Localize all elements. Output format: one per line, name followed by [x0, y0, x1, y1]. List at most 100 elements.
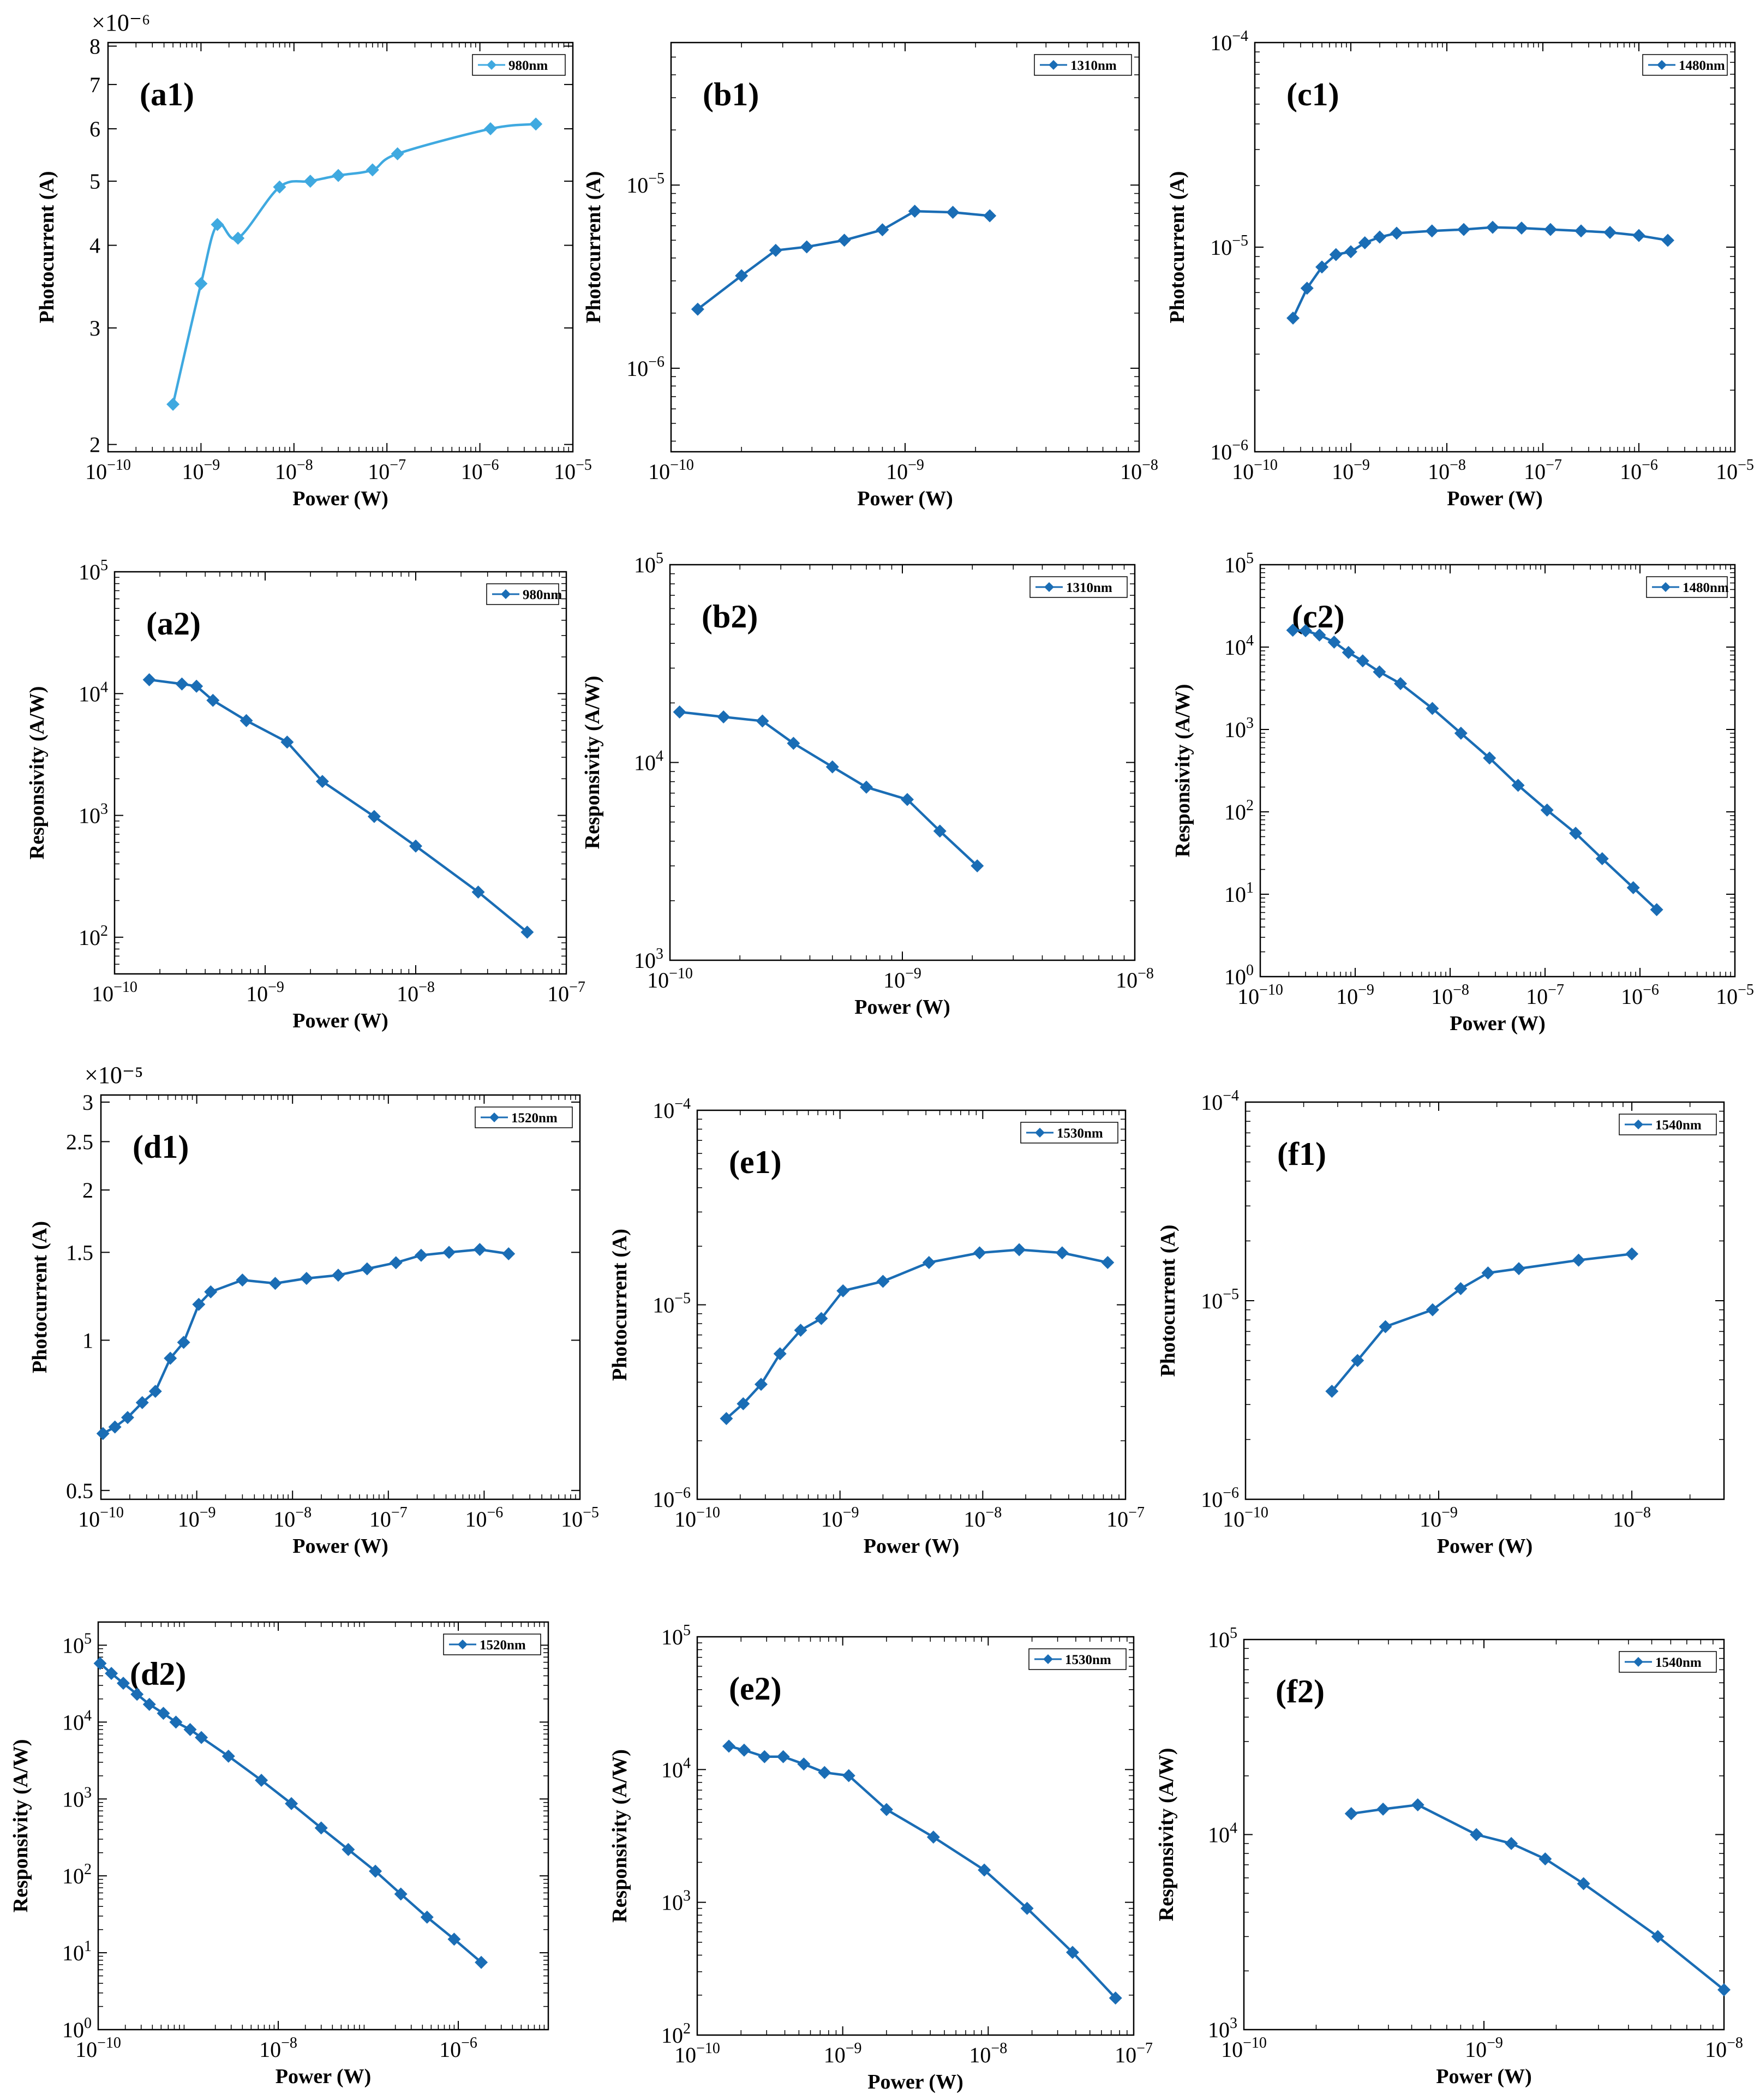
data-point	[222, 1749, 235, 1763]
y-axis-label: Photocurrent (A)	[1157, 1225, 1180, 1377]
y-tick-label: 1	[82, 1328, 93, 1353]
x-tick-label: 10−10	[648, 457, 694, 484]
legend: 1480nm	[1646, 576, 1729, 598]
data-point	[1020, 1901, 1034, 1915]
data-point	[96, 1427, 110, 1440]
data-point	[1351, 1354, 1364, 1367]
y-tick-label: 10−4	[1210, 28, 1248, 55]
data-point	[164, 1351, 177, 1365]
x-tick-label: 10−5	[561, 1504, 599, 1531]
chart-f1: 10−10 10−9 10−8 10−6 10−5 10−4 Power (W) Photoc…	[1157, 1087, 1725, 1558]
data-point	[484, 122, 498, 136]
x-tick-label: 10−10	[647, 965, 693, 992]
y-tick-label: 3	[89, 316, 100, 340]
data-point	[800, 240, 813, 254]
y-tick-label: 105	[1224, 550, 1254, 577]
x-tick-label: 10−9	[824, 2040, 862, 2067]
panel-tag: (a1)	[140, 76, 194, 112]
data-point	[1394, 677, 1408, 690]
legend: 1520nm	[443, 1634, 541, 1655]
data-point	[157, 1707, 170, 1720]
data-point	[1342, 645, 1355, 659]
legend-label: 1480nm	[1683, 581, 1729, 595]
data-point	[978, 1863, 991, 1877]
y-tick-label: 105	[661, 1622, 691, 1649]
data-point	[367, 810, 381, 823]
panel-tag: (e1)	[729, 1144, 782, 1180]
x-tick-label: 10−9	[821, 1504, 859, 1531]
chart-e2: 10−10 10−9 10−8 10−7 102 103 104 105 Power (W) Re…	[608, 1622, 1153, 2093]
legend-label: 1530nm	[1057, 1126, 1103, 1141]
y-tick-label: 2	[89, 433, 100, 457]
data-point	[691, 302, 704, 316]
data-point	[192, 1297, 206, 1311]
y-axis-label: Responsivity (A/W)	[1171, 684, 1194, 858]
data-point	[394, 1887, 408, 1901]
plot-frame	[696, 1109, 1127, 1500]
y-tick-label: 104	[661, 1755, 691, 1782]
legend: 1480nm	[1642, 54, 1728, 76]
legend-marker	[1657, 60, 1667, 70]
x-tick-label: 10−6	[465, 1504, 504, 1531]
y-tick-label: 6	[89, 117, 100, 141]
data-point	[1486, 220, 1499, 234]
data-point	[1575, 224, 1588, 238]
data-point	[169, 1715, 183, 1729]
data-point	[1013, 1243, 1026, 1257]
panel-tag: (c2)	[1292, 599, 1345, 635]
plot-frame	[1254, 41, 1736, 453]
y-tick-label: 10−6	[1210, 437, 1248, 464]
plot-frame	[670, 41, 1140, 453]
data-point	[1511, 779, 1525, 792]
data-point	[1373, 665, 1386, 679]
legend: 1520nm	[475, 1106, 573, 1128]
data-point	[673, 705, 686, 719]
panel-tag: (b1)	[703, 76, 759, 112]
legend-label: 1520nm	[480, 1638, 526, 1653]
data-point	[876, 223, 889, 237]
data-point	[1651, 1930, 1665, 1943]
data-point	[130, 1688, 144, 1701]
data-point	[331, 1269, 345, 1282]
y-tick-label: 4	[89, 234, 100, 258]
y-tick-label: 10−5	[1201, 1286, 1239, 1313]
legend: 1540nm	[1619, 1651, 1717, 1673]
x-tick-label: 10−10	[674, 2040, 720, 2067]
y-tick-label: 5	[89, 169, 100, 194]
y-tick-label: 104	[79, 679, 108, 706]
legend-marker	[458, 1640, 468, 1649]
data-point	[420, 1910, 434, 1924]
data-point	[116, 1677, 130, 1690]
y-axis-label: Photocurrent (A)	[28, 1221, 51, 1373]
data-point	[1101, 1255, 1115, 1269]
y-tick-label: 10−6	[626, 354, 665, 381]
y-axis-label: Responsivity (A/W)	[26, 686, 49, 860]
y-tick-label: 103	[79, 801, 108, 828]
y-tick-label: 100	[62, 2015, 92, 2042]
x-tick-label: 10−8	[259, 2035, 297, 2062]
panel-tag: (e2)	[729, 1671, 782, 1707]
data-point	[135, 1396, 149, 1409]
y-tick-label: 105	[79, 557, 108, 584]
y-tick-label: 10−5	[1210, 232, 1248, 260]
data-point	[825, 760, 839, 774]
x-tick-label: 10−8	[1705, 2035, 1743, 2062]
y-tick-label: 104	[62, 1707, 92, 1734]
panel-tag: (b2)	[702, 599, 758, 635]
data-point	[1344, 245, 1357, 259]
legend-marker	[487, 60, 496, 70]
data-point	[236, 1273, 249, 1287]
chart-b2: 10−10 10−9 10−8 103 104 105 Power (W) Responsiv…	[581, 550, 1154, 1019]
legend: 1310nm	[1034, 54, 1132, 76]
y-axis-label: Photocurrent (A)	[1166, 171, 1189, 324]
chart-a2: 10−10 10−9 10−8 10−7 102 103 104 105 Power (W) Re…	[26, 557, 585, 1032]
y-tick-label: 102	[79, 923, 108, 950]
data-point	[836, 1284, 850, 1297]
data-point	[280, 735, 294, 749]
legend: 1310nm	[1029, 576, 1128, 598]
data-point	[108, 1420, 122, 1434]
data-point	[447, 1933, 461, 1946]
data-point	[769, 243, 782, 257]
data-point	[1425, 224, 1439, 238]
data-point	[860, 780, 873, 794]
